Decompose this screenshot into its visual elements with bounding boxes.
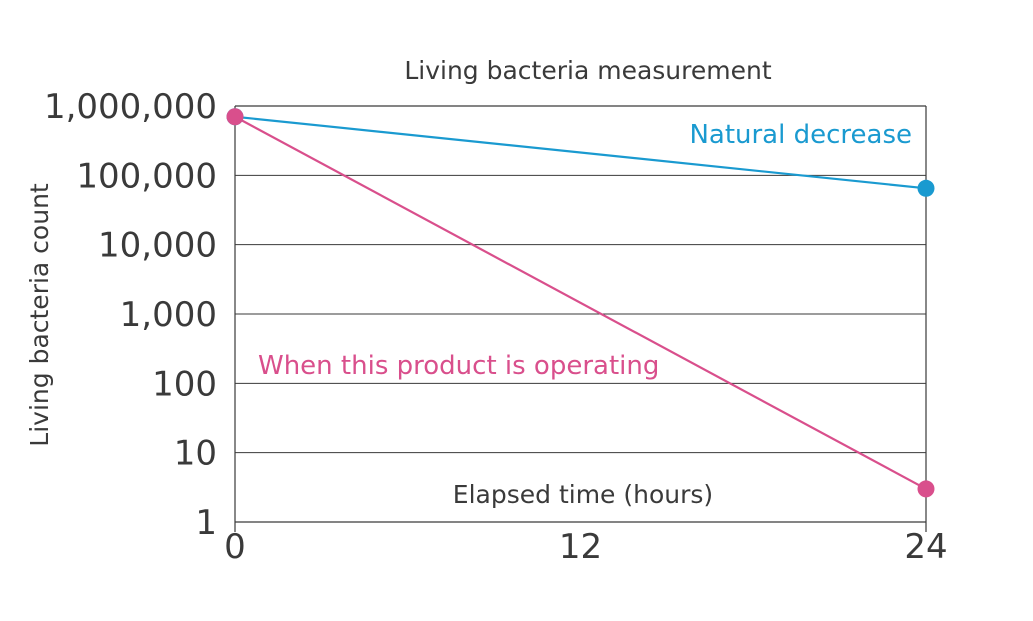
data-point bbox=[226, 108, 244, 126]
label-layer: Living bacteria measurement Elapsed time… bbox=[25, 56, 912, 509]
chart-title: Living bacteria measurement bbox=[404, 56, 771, 85]
y-tick-label: 1,000 bbox=[120, 295, 217, 335]
series-layer bbox=[226, 108, 935, 498]
y-tick-label: 10 bbox=[174, 434, 217, 474]
x-tick-label: 12 bbox=[559, 527, 602, 567]
y-tick-label: 1 bbox=[195, 503, 217, 543]
y-tick-label: 100,000 bbox=[76, 156, 217, 196]
y-axis-label: Living bacteria count bbox=[25, 183, 54, 447]
y-tick-label: 100 bbox=[152, 364, 217, 404]
grid-layer bbox=[235, 105, 926, 523]
x-tick-label: 0 bbox=[224, 527, 246, 567]
x-axis-label: Elapsed time (hours) bbox=[453, 480, 713, 509]
y-tick-label: 1,000,000 bbox=[44, 87, 217, 127]
x-tick-label: 24 bbox=[904, 527, 947, 567]
y-tick-label: 10,000 bbox=[98, 226, 217, 266]
series-label-product-operating: When this product is operating bbox=[258, 351, 659, 381]
data-point bbox=[917, 480, 935, 498]
data-point bbox=[917, 179, 935, 197]
axis-layer: 1 10 100 1,000 10,000 100,000 1,000,000 0 12 24 bbox=[44, 87, 948, 567]
series-label-natural-decrease: Natural decrease bbox=[689, 120, 912, 150]
series-line bbox=[234, 115, 927, 490]
series-line bbox=[234, 115, 927, 190]
